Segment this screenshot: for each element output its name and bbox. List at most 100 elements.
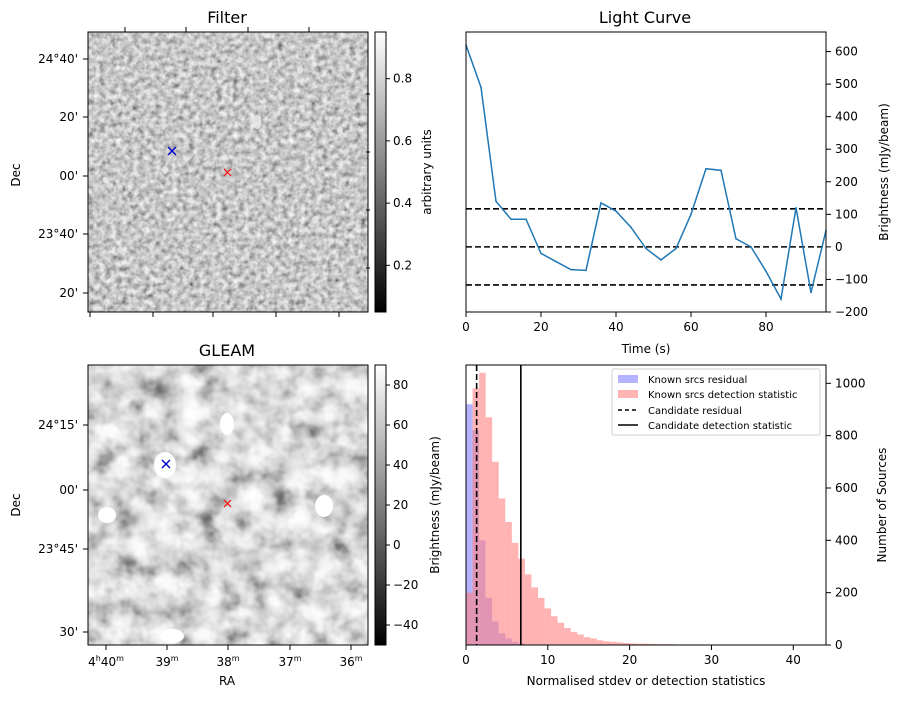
histogram-bar [558,623,565,645]
light-curve-point [510,218,512,220]
colorbar-tick-label: 60 [393,418,408,432]
lc-y-tick-label: 200 [835,175,858,189]
filter-y-tick-label: 00' [59,169,78,183]
gleam-x-tick-sup: m [171,654,179,663]
histogram-bar [538,598,545,645]
hist-x-tick-label: 40 [786,653,801,667]
light-curve-point [570,269,572,271]
colorbar-tick-label: 0.2 [393,258,412,272]
histogram-bar [577,635,584,645]
filter-bright-spot [219,247,225,253]
light-curve-point [630,227,632,229]
histogram-bar [499,498,506,645]
gleam-y-tick-label: 24°15' [38,418,78,432]
gleam-xlabel: RA [219,674,236,688]
filter-colorbar [375,32,386,312]
legend-known-residual: Known srcs residual [648,375,747,386]
light-curve-point [615,210,617,212]
gleam-x-tick-label: 36m [339,654,362,669]
filter-y-tick-label: 23°40' [38,227,78,241]
light-curve-points [465,44,827,300]
colorbar-tick-label: 80 [393,378,408,392]
histogram-bar [486,417,493,645]
histogram-bar [479,373,486,645]
colorbar-tick-label: 0.4 [393,196,412,210]
light-curve-point [765,271,767,273]
histogram-bar [564,628,571,645]
colorbar-tick-label: 0 [393,538,401,552]
light-curve-point [690,214,692,216]
light-curve-point [555,261,557,263]
light-curve-title: Light Curve [599,8,691,27]
colorbar-tick-label: 20 [393,498,408,512]
histogram-bar [590,638,597,645]
filter-bright-spot [253,115,261,129]
hist-y-tick-label: 0 [835,638,843,652]
filter-bright-spot [145,89,151,95]
gleam-x-tick-sup: m [232,654,240,663]
lc-y-tick-label: 0 [835,240,843,254]
gleam-x-tick-sup: m [116,654,124,663]
gleam-x-tick-base: 4 [88,655,96,669]
histogram-bar [603,641,610,645]
histogram-bar [545,608,552,645]
gleam-colorbar [375,365,386,645]
gleam-x-tick-sup: m [355,654,363,663]
light-curve-point [645,248,647,250]
filter-bright-spot [103,177,107,183]
histogram-ylabel: Number of Sources [875,448,889,563]
filter-bright-spot [128,127,132,133]
light-curve-point [585,270,587,272]
filter-y-ticks: 24°40'20'00'23°40'20' [38,52,88,300]
filter-colorbar-ticks: 0.80.60.40.2 [386,72,412,273]
histogram-legend: Known srcs residual Known srcs detection… [612,369,820,435]
light-curve-point [780,298,782,300]
filter-bright-spot [267,266,273,274]
hist-y-tick-label: 400 [835,533,858,547]
histogram-xlabel: Normalised stdev or detection statistics [527,674,766,688]
gleam-colorbar-label: Brightness (mJy/beam) [428,436,442,574]
hist-x-tick-label: 20 [622,653,637,667]
gleam-title: GLEAM [199,341,255,360]
light-curve-series [466,45,826,299]
gleam-y-tick-label: 00' [59,483,78,497]
light-curve-point [675,248,677,250]
lc-y-tick-label: 600 [835,45,858,59]
filter-panel: Filter 24°40'20'00'23°40'20' Dec 0.80.60… [9,8,434,317]
histogram-bar [551,616,558,645]
histogram-bar [473,389,480,645]
gleam-x-tick-base: 37 [278,655,293,669]
lc-y-tick-label: −200 [835,305,868,319]
light-curve-point [660,259,662,261]
light-curve-xlabel: Time (s) [621,342,671,356]
light-curve-point [750,246,752,248]
filter-y-tick-label: 20' [59,110,78,124]
lc-y-tick-label: 500 [835,77,858,91]
filter-title: Filter [207,8,247,27]
histogram-bar [512,543,519,645]
lc-y-tick-label: 300 [835,142,858,156]
gleam-x-tick-base: 36 [339,655,354,669]
light-curve-point [495,201,497,203]
filter-bright-spot [117,247,123,253]
lc-y-tick-label: −100 [835,272,868,286]
gleam-y-tick-label: 30' [59,625,78,639]
filter-y-tick-label: 24°40' [38,52,78,66]
light-curve-point [720,170,722,172]
light-curve-point [810,292,812,294]
filter-bright-spot [337,127,343,133]
light-curve-point [705,168,707,170]
light-curve-ylabel: Brightness (mJy/beam) [877,103,891,241]
lc-x-tick-label: 40 [608,320,623,334]
gleam-x-tick-sup: m [294,654,302,663]
legend-candidate-detection: Candidate detection statistic [648,421,792,432]
light-curve-threshold-lines [466,209,826,285]
